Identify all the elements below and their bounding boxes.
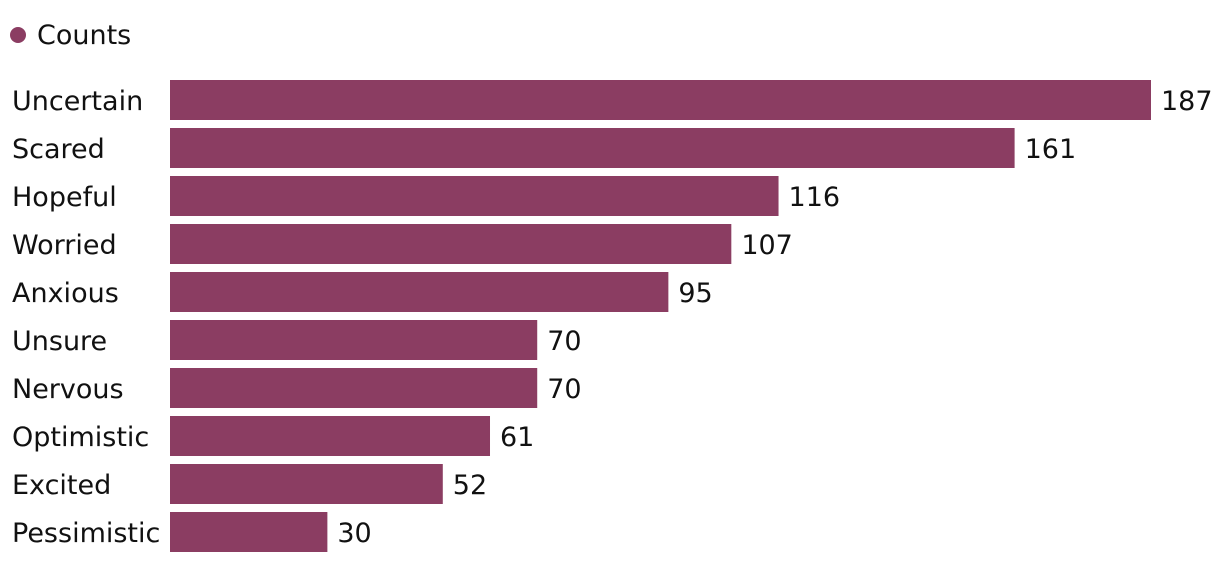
- category-label-unsure: Unsure: [12, 326, 107, 357]
- category-label-worried: Worried: [12, 230, 117, 261]
- value-label-excited: 52: [453, 470, 487, 501]
- value-label-optimistic: 61: [500, 422, 534, 453]
- value-label-unsure: 70: [547, 326, 581, 357]
- bar-scared: [170, 128, 1015, 168]
- category-labels-group: Uncertain Scared Hopeful Worried Anxious Unsu…: [12, 86, 160, 549]
- category-label-pessimistic: Pessimistic: [12, 518, 160, 549]
- value-label-worried: 107: [741, 230, 793, 261]
- category-label-anxious: Anxious: [12, 278, 119, 309]
- bar-uncertain: [170, 80, 1151, 120]
- category-label-uncertain: Uncertain: [12, 86, 143, 117]
- bar-optimistic: [170, 416, 491, 456]
- bar-unsure: [170, 320, 538, 360]
- value-label-anxious: 95: [678, 278, 712, 309]
- category-label-nervous: Nervous: [12, 374, 124, 405]
- category-label-optimistic: Optimistic: [12, 422, 149, 453]
- legend-label-counts: Counts: [37, 20, 131, 51]
- value-label-nervous: 70: [547, 374, 581, 405]
- bar-nervous: [170, 368, 538, 408]
- bar-pessimistic: [170, 512, 328, 552]
- category-label-scared: Scared: [12, 134, 105, 165]
- legend-swatch-counts: [10, 27, 26, 43]
- category-label-excited: Excited: [12, 470, 111, 501]
- bar-hopeful: [170, 176, 779, 216]
- bars-group: [170, 80, 1151, 552]
- value-label-scared: 161: [1025, 134, 1077, 165]
- value-labels-group: 187 161 116 107 95 70 70 61 52 30: [337, 86, 1212, 549]
- bar-anxious: [170, 272, 669, 312]
- bar-excited: [170, 464, 443, 504]
- value-label-pessimistic: 30: [337, 518, 371, 549]
- legend: Counts: [10, 20, 131, 51]
- bar-worried: [170, 224, 732, 264]
- category-label-hopeful: Hopeful: [12, 182, 117, 213]
- value-label-uncertain: 187: [1161, 86, 1213, 117]
- value-label-hopeful: 116: [789, 182, 841, 213]
